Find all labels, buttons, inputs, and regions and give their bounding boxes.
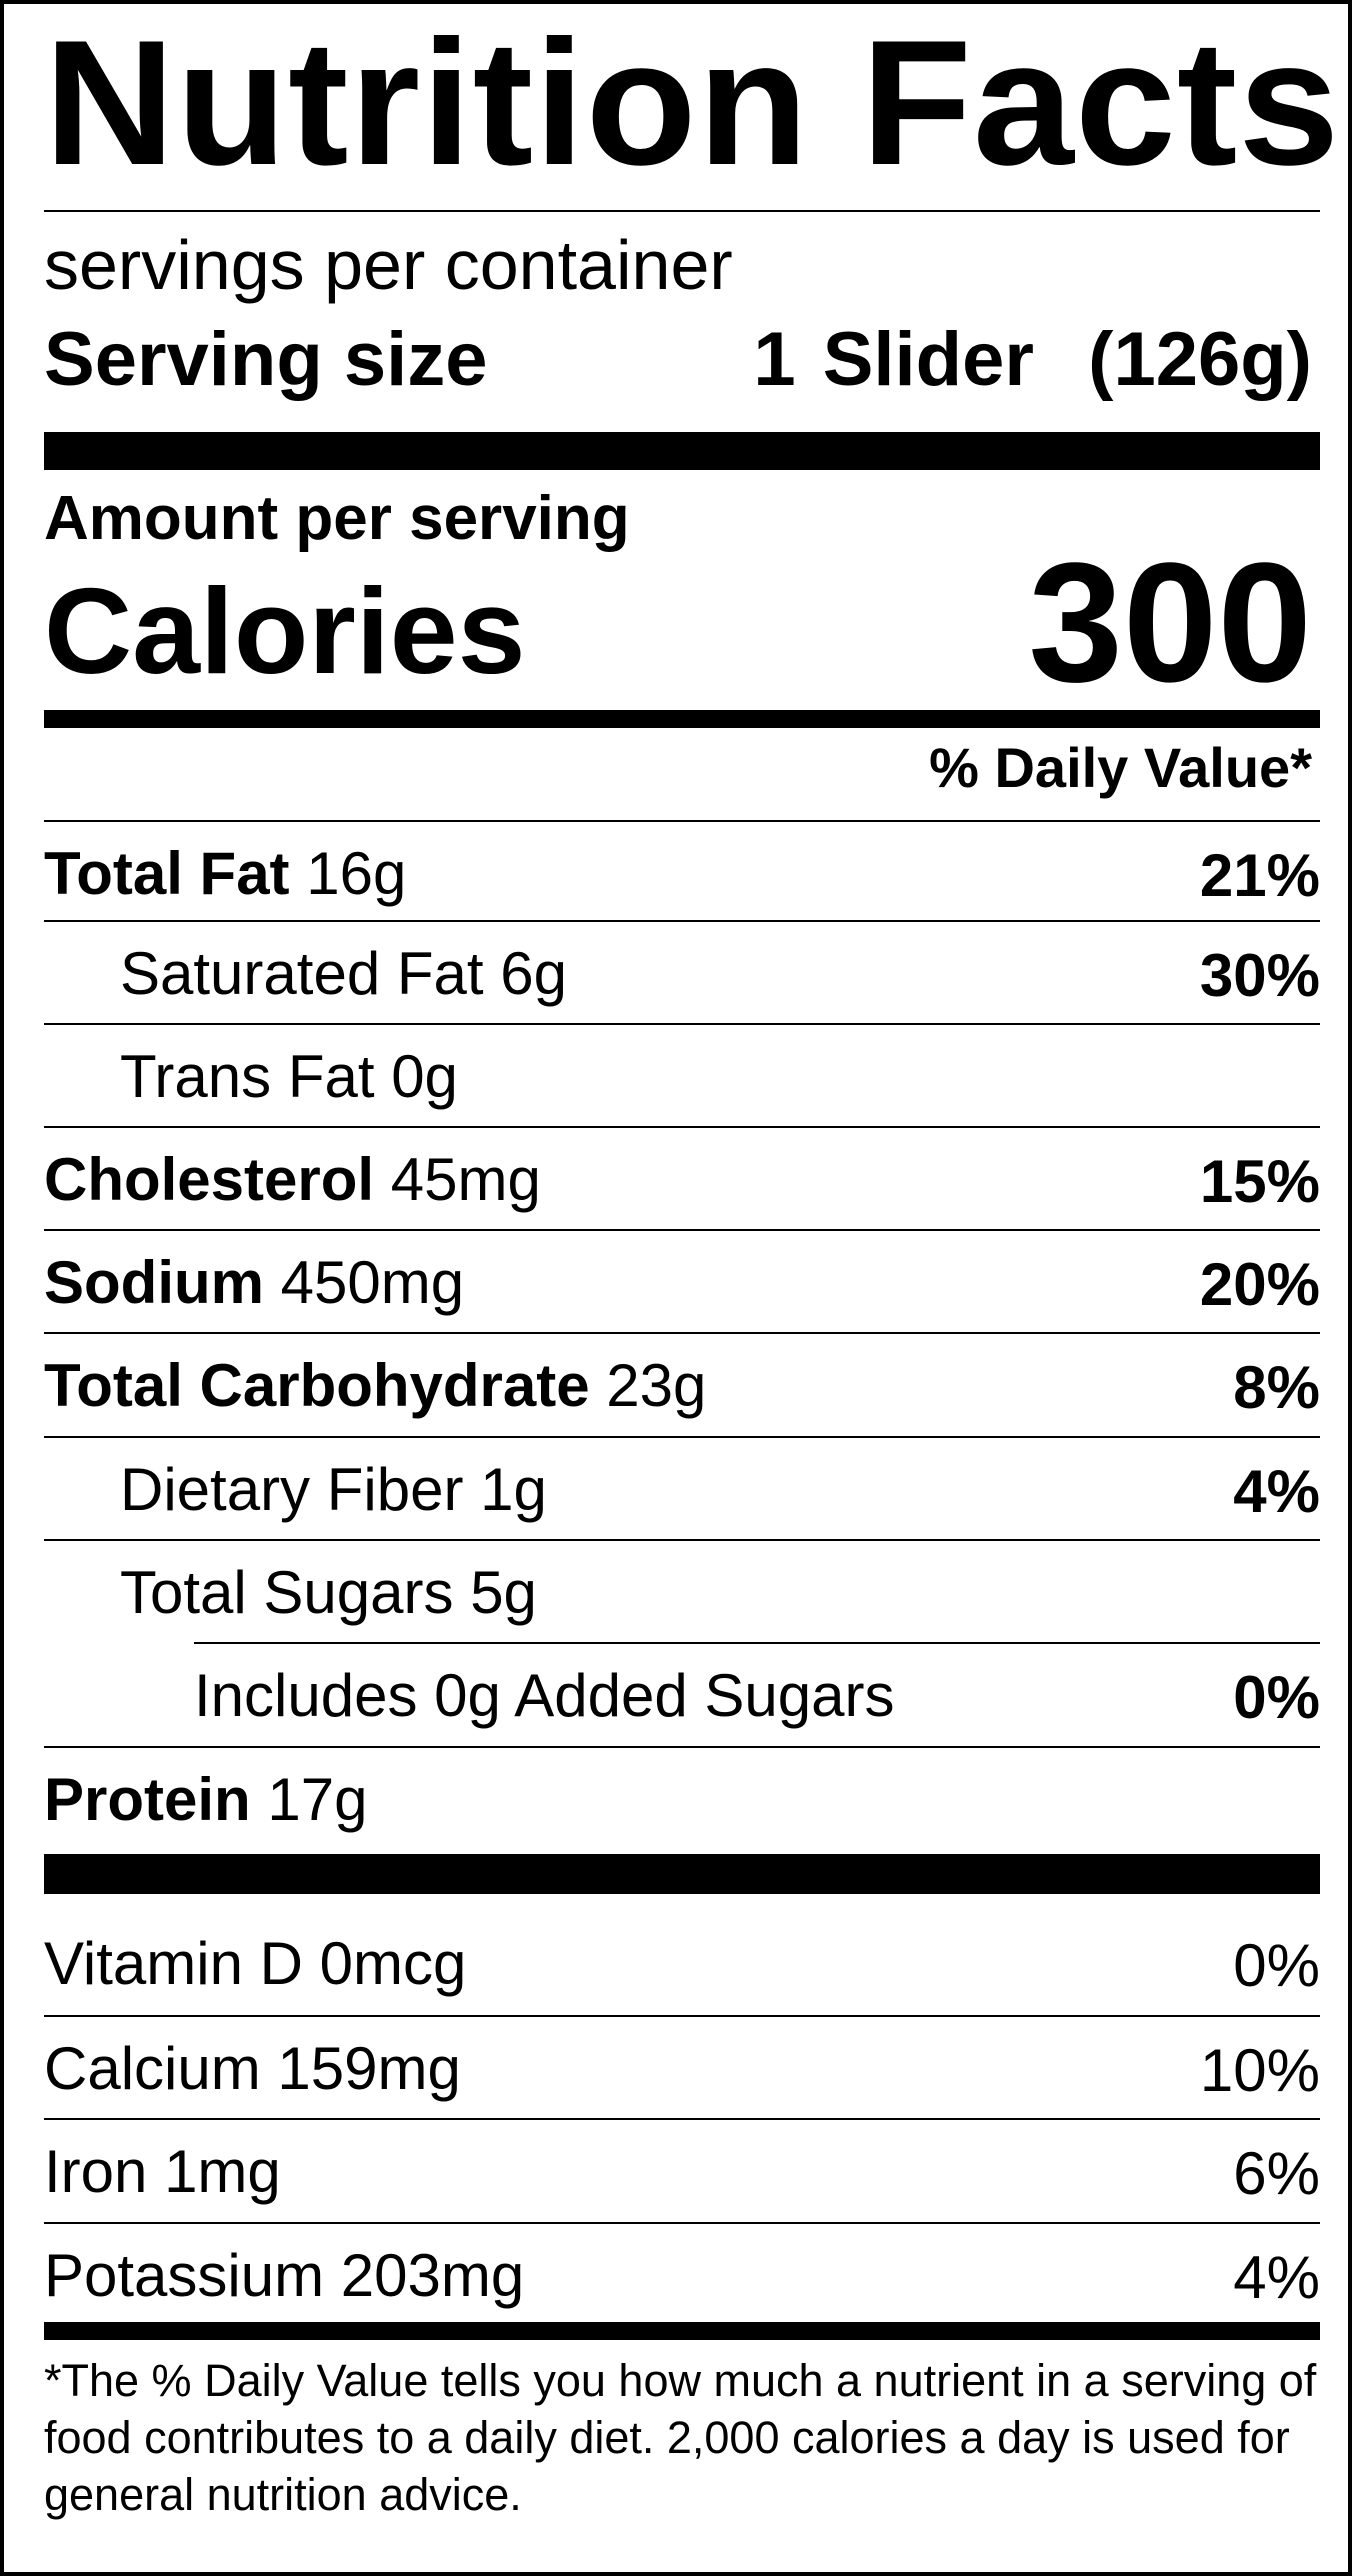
nutrient-dv: 4%	[1233, 1458, 1320, 1525]
nutrient-row-total-carbohydrate: Total Carbohydrate 23g 8%	[44, 1332, 1320, 1436]
servings-per-container: servings per container	[44, 226, 733, 304]
nutrient-row-dietary-fiber: Dietary Fiber 1g 4%	[44, 1436, 1320, 1540]
vitamin-name: Potassium 203mg	[44, 2242, 525, 2309]
divider-thick	[44, 432, 1320, 470]
nutrient-dv: 21%	[1199, 842, 1320, 909]
vitamin-dv: 6%	[1233, 2140, 1320, 2207]
nutrient-name: Includes 0g Added Sugars	[194, 1662, 895, 1729]
vitamin-name: Iron 1mg	[44, 2138, 281, 2205]
nutrient-dv: 20%	[1199, 1251, 1320, 1318]
calories-label: Calories	[44, 563, 526, 699]
divider-thick	[44, 1854, 1320, 1894]
vitamin-dv: 0%	[1233, 1932, 1320, 1999]
nutrient-dv: 0%	[1233, 1664, 1320, 1731]
nutrient-dv: 8%	[1233, 1354, 1320, 1421]
nutrient-row-saturated-fat: Saturated Fat 6g 30%	[44, 920, 1320, 1024]
vitamin-dv: 4%	[1233, 2244, 1320, 2311]
divider-medium	[44, 710, 1320, 728]
vitamin-row-iron: Iron 1mg 6%	[44, 2118, 1320, 2222]
nutrient-name: Sodium 450mg	[44, 1249, 465, 1316]
vitamin-name: Calcium 159mg	[44, 2035, 461, 2102]
vitamin-name: Vitamin D 0mcg	[44, 1930, 467, 1997]
nutrient-row-trans-fat: Trans Fat 0g	[44, 1023, 1320, 1127]
nutrient-row-sodium: Sodium 450mg 20%	[44, 1229, 1320, 1333]
label-title: Nutrition Facts	[44, 3, 1341, 202]
nutrient-name: Trans Fat 0g	[120, 1043, 458, 1110]
nutrient-row-protein: Protein 17g	[44, 1746, 1320, 1850]
vitamin-row-calcium: Calcium 159mg 10%	[44, 2015, 1320, 2119]
amount-per-serving: Amount per serving	[44, 484, 630, 553]
daily-value-footnote: *The % Daily Value tells you how much a …	[44, 2355, 1317, 2520]
nutrient-name: Saturated Fat 6g	[120, 940, 567, 1007]
nutrient-name: Dietary Fiber 1g	[120, 1456, 547, 1523]
serving-size-label: Serving size	[44, 317, 488, 402]
nutrient-name: Total Fat 16g	[44, 840, 407, 907]
nutrient-dv: 15%	[1199, 1148, 1320, 1215]
divider-thin	[44, 210, 1320, 212]
daily-value-header: % Daily Value*	[929, 736, 1312, 799]
vitamin-row-potassium: Potassium 203mg 4%	[44, 2222, 1320, 2326]
nutrient-name: Total Sugars 5g	[120, 1559, 537, 1626]
nutrient-row-total-fat: Total Fat 16g 21%	[44, 820, 1320, 924]
vitamin-row-vitamin-d: Vitamin D 0mcg 0%	[44, 1912, 1320, 2016]
nutrient-name: Total Carbohydrate 23g	[44, 1352, 707, 1419]
nutrient-row-cholesterol: Cholesterol 45mg 15%	[44, 1126, 1320, 1230]
vitamin-dv: 10%	[1199, 2037, 1320, 2104]
nutrient-dv: 30%	[1199, 942, 1320, 1009]
divider-medium	[44, 2322, 1320, 2340]
nutrient-name: Protein 17g	[44, 1766, 368, 1833]
nutrient-name: Cholesterol 45mg	[44, 1146, 541, 1213]
nutrient-row-added-sugars: Includes 0g Added Sugars 0%	[194, 1642, 1320, 1746]
serving-size-value: 1 Slider (126g)	[753, 317, 1312, 402]
nutrient-row-total-sugars: Total Sugars 5g	[44, 1539, 1320, 1643]
calories-value: 300	[1028, 528, 1312, 718]
